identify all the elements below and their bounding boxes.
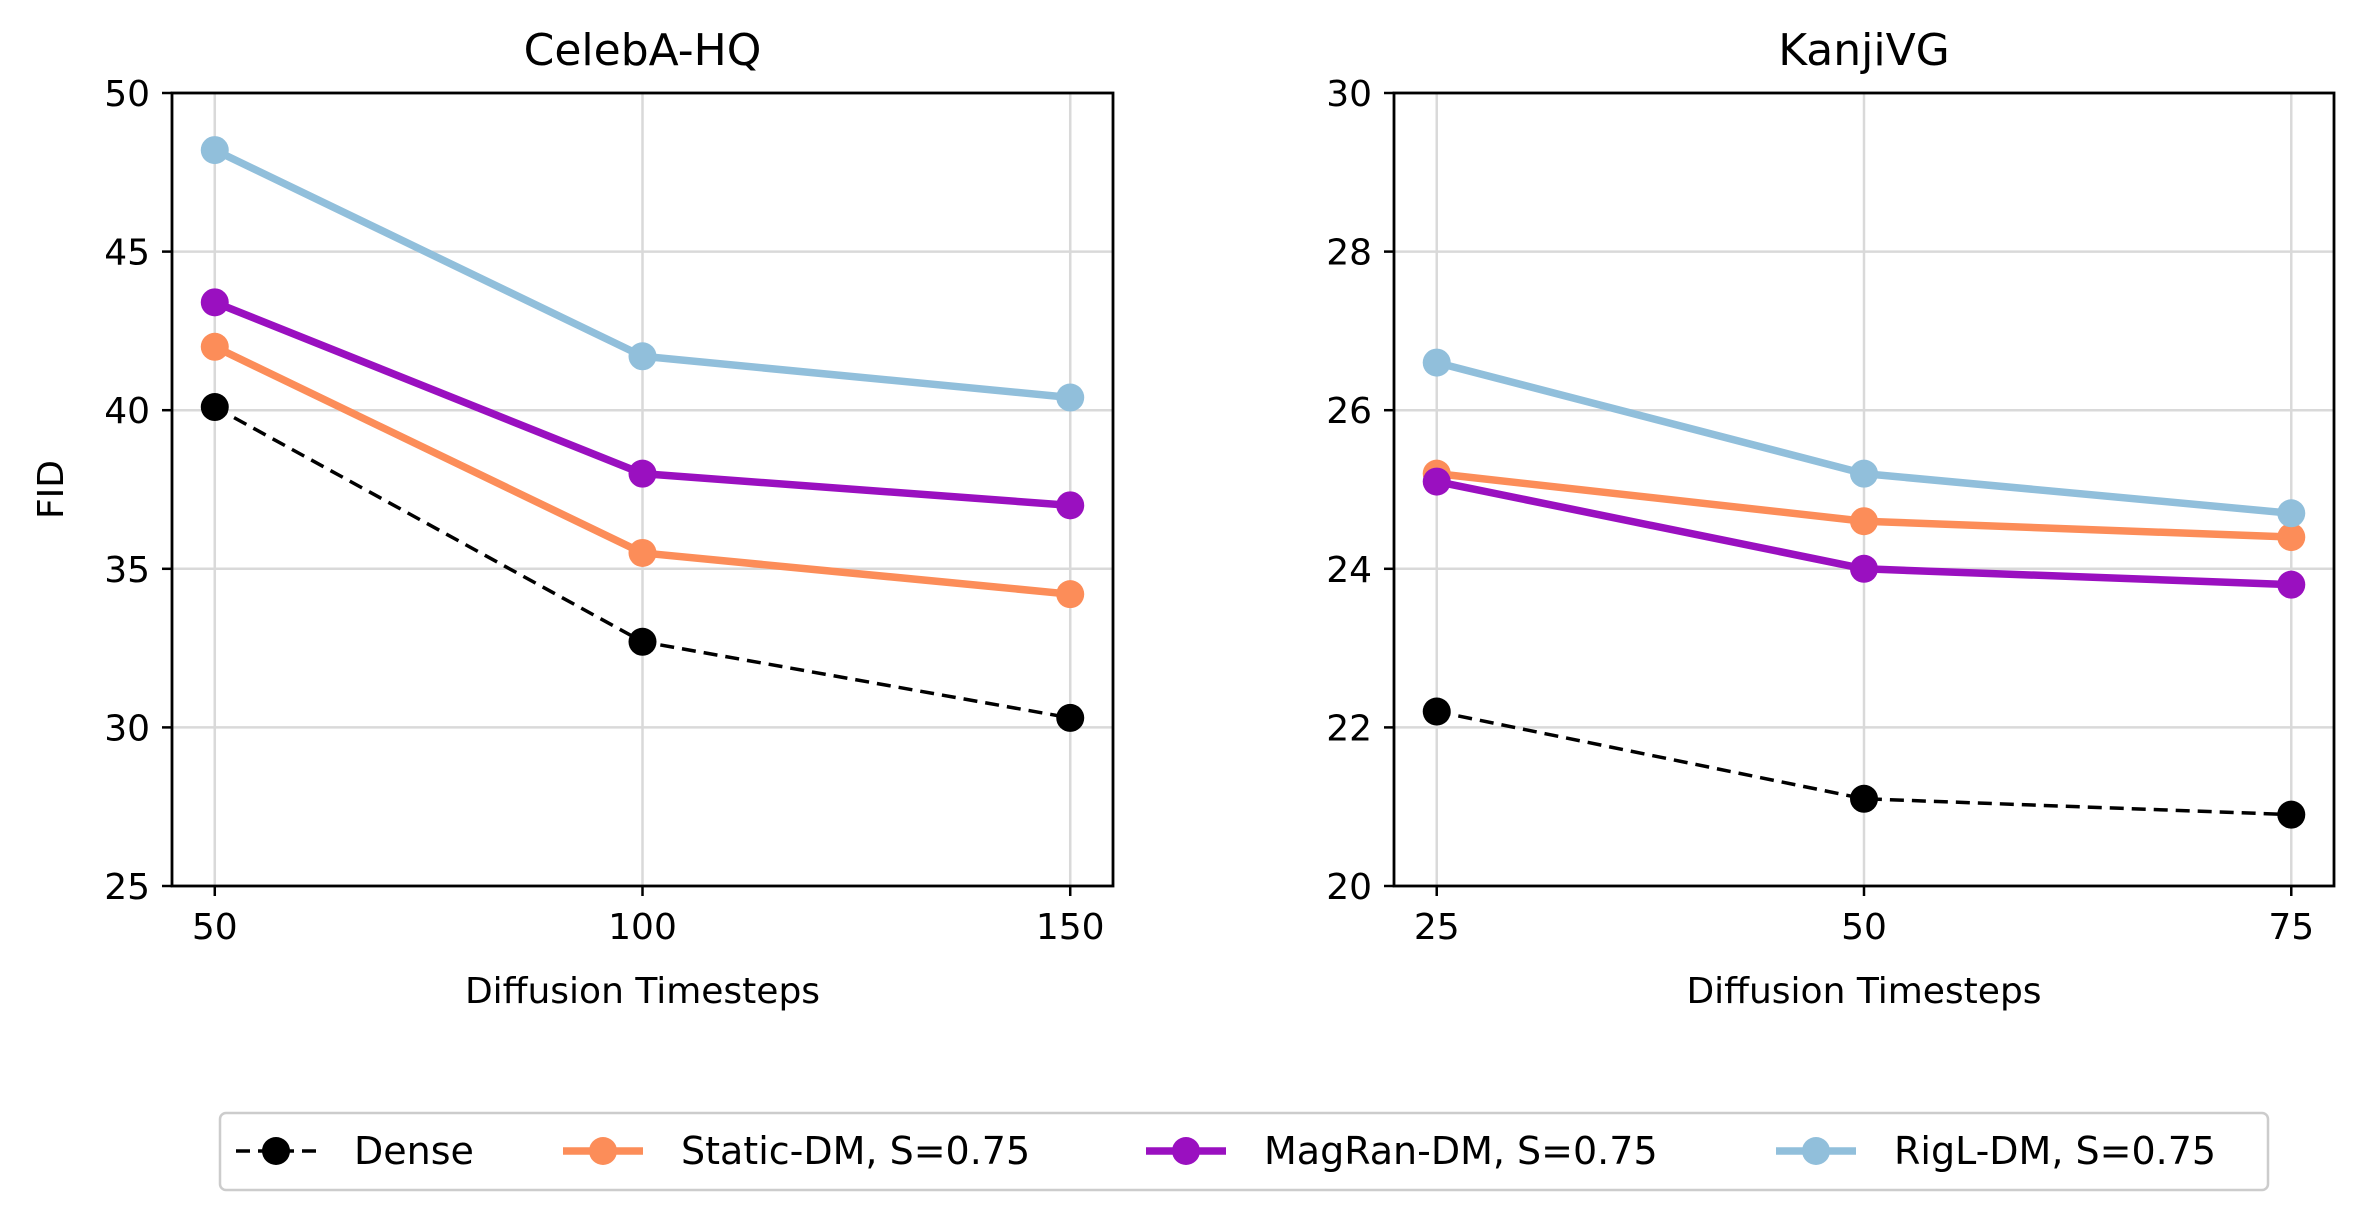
- y-tick-label: 45: [104, 233, 150, 274]
- y-tick-label: 30: [1326, 74, 1372, 115]
- chart-panel-celeba-hq: 50 100 150 25 30 35 40 45 50 CelebA-HQ Diffusion T…: [31, 25, 1115, 1012]
- data-point: [2277, 570, 2306, 599]
- legend-label: RigL-DM, S=0.75: [1894, 1129, 2216, 1173]
- y-axis-label: FID: [31, 460, 72, 519]
- y-tick-label: 22: [1326, 708, 1372, 749]
- data-point: [1422, 348, 1451, 377]
- legend-frame: [218, 1111, 2270, 1192]
- data-point: [1056, 383, 1085, 412]
- series-magran-dm-s-0-75: [200, 288, 1085, 520]
- series-dense: [200, 393, 1085, 732]
- legend-swatch-marker: [262, 1137, 290, 1165]
- data-point: [200, 393, 229, 422]
- chart-title: KanjiVG: [1778, 25, 1950, 76]
- legend: Dense Static-DM, S=0.75 MagRan-DM, S=0.75 R…: [218, 1111, 2270, 1192]
- legend-label: Dense: [354, 1129, 474, 1173]
- y-tick-label: 30: [104, 708, 150, 749]
- legend-swatch-marker: [1172, 1137, 1200, 1165]
- y-tick-label: 20: [1326, 867, 1372, 908]
- x-axis-label: Diffusion Timesteps: [1686, 971, 2041, 1012]
- data-point: [200, 136, 229, 165]
- legend-entry-static-dm-s-0-75: Static-DM, S=0.75: [563, 1129, 1030, 1173]
- data-point: [2277, 523, 2306, 552]
- x-tick-label: 25: [1414, 907, 1460, 948]
- y-tick-label: 26: [1326, 391, 1372, 432]
- data-point: [200, 288, 229, 317]
- data-point: [1422, 697, 1451, 726]
- y-tick-label: 40: [104, 391, 150, 432]
- data-point: [1056, 491, 1085, 520]
- y-tick-label: 24: [1326, 550, 1372, 591]
- data-point: [628, 538, 657, 567]
- data-point: [1056, 703, 1085, 732]
- y-tick-label: 50: [104, 74, 150, 115]
- series-magran-dm-s-0-75: [1422, 467, 2306, 599]
- legend-swatch-marker: [1802, 1137, 1830, 1165]
- data-point: [628, 342, 657, 371]
- legend-entry-dense: Dense: [236, 1129, 474, 1173]
- data-point: [628, 459, 657, 488]
- x-tick-label: 150: [1036, 907, 1105, 948]
- legend-entry-magran-dm-s-0-75: MagRan-DM, S=0.75: [1146, 1129, 1658, 1173]
- data-point: [1056, 580, 1085, 609]
- series-rigl-dm-s-0-75: [200, 136, 1085, 412]
- chart-panel-kanjivg: 25 50 75 20 22 24 26 28 30 KanjiVG Diffusion Times…: [1326, 25, 2336, 1012]
- data-point: [1850, 784, 1878, 813]
- series-line-dense: [1436, 709, 2292, 817]
- data-point: [2277, 499, 2306, 528]
- chart-title: CelebA-HQ: [524, 25, 762, 76]
- data-point: [1850, 507, 1878, 536]
- y-tick-label: 35: [104, 550, 150, 591]
- data-point: [1422, 467, 1451, 496]
- data-point: [1850, 554, 1878, 583]
- y-tick-label: 28: [1326, 233, 1372, 274]
- series-dense: [1422, 697, 2306, 829]
- data-point: [628, 627, 657, 656]
- legend-label: Static-DM, S=0.75: [681, 1129, 1030, 1173]
- legend-label: MagRan-DM, S=0.75: [1264, 1129, 1658, 1173]
- data-point: [200, 332, 229, 361]
- series-rigl-dm-s-0-75: [1422, 348, 2306, 528]
- x-tick-label: 75: [2268, 907, 2314, 948]
- x-axis-label: Diffusion Timesteps: [465, 971, 820, 1012]
- y-tick-label: 25: [104, 867, 150, 908]
- legend-swatch-marker: [589, 1137, 617, 1165]
- data-point: [2277, 800, 2306, 829]
- x-tick-label: 50: [192, 907, 238, 948]
- x-tick-label: 100: [608, 907, 677, 948]
- legend-entry-rigl-dm-s-0-75: RigL-DM, S=0.75: [1776, 1129, 2216, 1173]
- x-tick-label: 50: [1841, 907, 1887, 948]
- data-point: [1850, 459, 1878, 488]
- series-static-dm-s-0-75: [200, 332, 1085, 609]
